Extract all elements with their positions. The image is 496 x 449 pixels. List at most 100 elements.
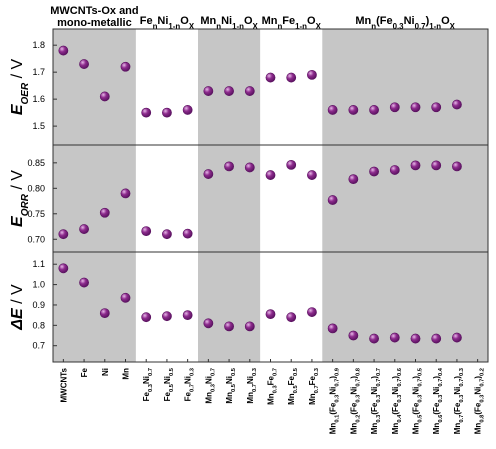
label-run: Fe xyxy=(80,367,89,377)
label-run: ) xyxy=(391,376,400,379)
subscript: 0.7 xyxy=(273,368,279,376)
group-shade xyxy=(198,29,261,362)
subscript: 0.3 xyxy=(376,395,382,403)
y-tick-label: 1.5 xyxy=(32,121,45,131)
label-run: Mn xyxy=(204,392,213,404)
subscript: 1-n xyxy=(295,22,307,31)
data-point xyxy=(141,226,152,237)
data-point xyxy=(224,321,234,332)
data-point xyxy=(120,292,131,303)
x-tick-label: Mn0.7(Fe0.3Ni0.7)0.3 xyxy=(453,368,465,434)
label-run: Ni xyxy=(432,387,441,395)
y-label-main: E xyxy=(9,103,26,115)
label-run: Fe xyxy=(142,391,151,401)
label-run: O xyxy=(441,15,450,27)
subscript: 0.3 xyxy=(376,415,382,423)
x-tick-label: Fe0.7Ni0.3 xyxy=(184,368,196,401)
label-run: Ni xyxy=(412,387,421,395)
subscript: 0.6 xyxy=(397,368,403,376)
label-run: Ni xyxy=(184,376,193,384)
data-point xyxy=(389,165,400,175)
label-run: Mn xyxy=(370,423,379,435)
label-run: Mn xyxy=(122,368,131,380)
data-point xyxy=(369,105,379,115)
subscript: 0.5 xyxy=(169,383,175,392)
subscript: X xyxy=(189,22,195,31)
data-point xyxy=(348,174,359,185)
data-point xyxy=(99,91,110,102)
label-run: Fe xyxy=(163,391,172,401)
y-tick-label: 1.6 xyxy=(32,94,45,104)
x-tick-label: Mn0.3Ni0.7 xyxy=(204,368,216,404)
data-point xyxy=(120,188,131,199)
label-run: (Fe xyxy=(432,402,441,415)
subscript: 0.7 xyxy=(459,415,465,423)
label-run: Mn xyxy=(225,392,234,404)
data-point xyxy=(410,160,421,171)
data-point xyxy=(452,99,462,110)
group-title: MWCNTs-Ox and xyxy=(50,5,138,17)
label-run: ) xyxy=(432,376,441,379)
x-tick-labels: MWCNTs Fe Ni MnFe0.3Ni0.7Fe0.5Ni0.5Fe0.7Ni0… xyxy=(59,359,486,435)
y-tick-label: 0.8 xyxy=(32,320,45,330)
data-point xyxy=(431,160,442,171)
label-run: Mn xyxy=(349,423,358,435)
data-point xyxy=(389,102,400,113)
x-tick-label: Mn0.7Fe0.3 xyxy=(308,368,320,405)
data-point xyxy=(244,321,255,332)
label-run: (Fe xyxy=(453,402,462,415)
label-run: O xyxy=(244,15,253,27)
label-run: Mn xyxy=(391,423,400,435)
subscript: 0.7 xyxy=(438,379,444,387)
subscript: 0.7 xyxy=(190,384,196,392)
panel-1: 0.70 0.75 0.80 0.85 EORR / V xyxy=(9,144,489,253)
subscript: 0.7 xyxy=(355,379,361,387)
data-point xyxy=(58,45,69,56)
subscript: 0.7 xyxy=(459,379,465,387)
data-point xyxy=(307,69,317,80)
data-point xyxy=(162,311,172,322)
label-run: (Fe xyxy=(376,15,393,27)
label-run: Mn xyxy=(308,393,317,405)
subscript: n xyxy=(277,22,282,31)
subscript: 0.3 xyxy=(190,368,196,376)
x-tick-label: Mn0.5Ni0.5 xyxy=(225,367,237,403)
subscript: X xyxy=(450,22,456,31)
y-tick-label: 0.80 xyxy=(27,183,45,193)
subscript: 0.3 xyxy=(148,384,154,392)
label-run: Ni xyxy=(329,387,338,395)
y-axis-label: ΔE / V xyxy=(9,284,26,331)
data-point xyxy=(141,107,152,118)
data-point xyxy=(348,105,359,115)
subscript: 0.3 xyxy=(459,395,465,403)
x-tick-label: Fe0.5Ni0.5 xyxy=(163,367,175,401)
x-tick-label: Mn0.7Ni0.3 xyxy=(246,368,258,404)
subscript: 0.7 xyxy=(418,379,424,387)
y-label-subscript: OER xyxy=(20,82,31,104)
group-title: MnnFe1-nOX xyxy=(262,15,322,31)
label-run: Ni xyxy=(221,15,232,27)
y-label-unit: / V xyxy=(9,170,26,194)
label-run: (Fe xyxy=(391,402,400,415)
label-run: Mn xyxy=(200,15,216,27)
label-run: ) xyxy=(329,376,338,379)
x-tick-label: Mn0.5(Fe0.3Ni0.7)0.5 xyxy=(412,367,424,434)
subscript: n xyxy=(153,22,158,31)
label-run: Mn xyxy=(246,392,255,404)
subscript: 1-n xyxy=(429,22,441,31)
data-point xyxy=(431,333,442,344)
y-axis-label: EORR / V xyxy=(9,170,31,227)
data-point xyxy=(79,277,89,288)
panel-2: 0.7 0.8 0.9 1.0 1.1 ΔE / V xyxy=(9,251,489,363)
label-run: Mn xyxy=(267,393,276,405)
subscript: 0.3 xyxy=(273,385,279,393)
subscript: 0.4 xyxy=(438,367,444,376)
subscript: 0.5 xyxy=(293,385,299,394)
x-tick-label: Mn0.5Fe0.5 xyxy=(287,367,299,405)
label-run: (Fe xyxy=(349,402,358,415)
subscript: 0.1 xyxy=(335,414,341,423)
label-run: Ni xyxy=(204,376,213,384)
subscript: 0.3 xyxy=(480,395,486,403)
